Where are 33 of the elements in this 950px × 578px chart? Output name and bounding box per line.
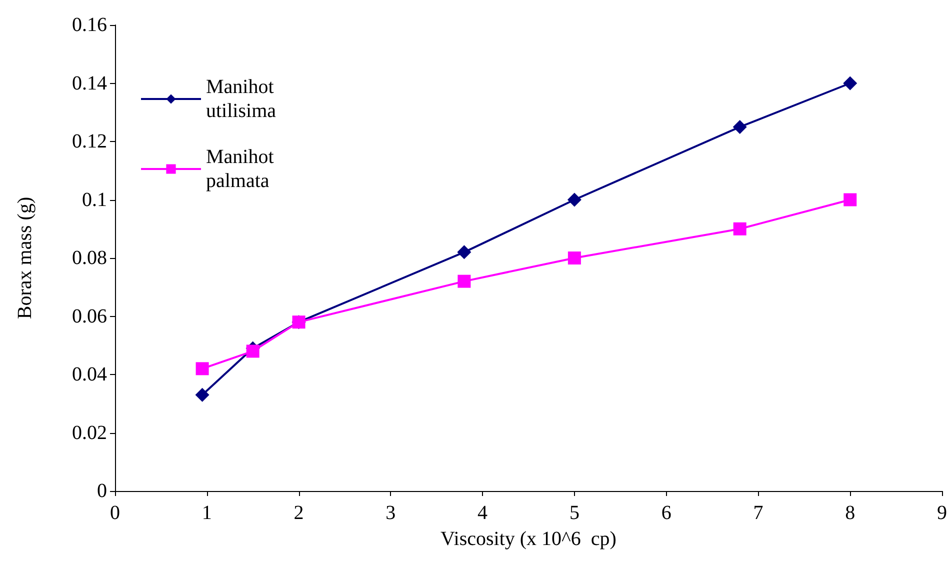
y-tick-label: 0.08: [72, 247, 107, 269]
x-tick-label: 7: [753, 502, 764, 524]
x-tick-label: 8: [845, 502, 856, 524]
legend-label: Manihot palmata: [206, 146, 279, 192]
x-tick-label: 3: [386, 502, 396, 524]
point: [733, 222, 746, 236]
x-axis-title: Viscosity (x 10^6 cp): [440, 528, 616, 550]
legend-label: Manihot utilisima: [206, 76, 279, 122]
point: [196, 362, 209, 376]
point: [457, 245, 472, 260]
y-tick-label: 0: [97, 480, 107, 502]
y-tick-label: 0.02: [72, 422, 107, 444]
y-axis-title: Borax mass (g): [14, 196, 36, 320]
point: [843, 76, 858, 90]
x-tick-label: 2: [294, 502, 304, 524]
point: [844, 193, 857, 206]
x-tick-label: 9: [937, 502, 947, 524]
point: [568, 252, 581, 264]
point: [732, 120, 747, 134]
x-tick-label: 6: [661, 502, 672, 524]
y-tick-label: 0.06: [72, 305, 107, 328]
x-tick-label: 1: [202, 502, 212, 524]
y-tick-label: 0.14: [72, 72, 107, 94]
point: [458, 274, 471, 288]
y-tick-label: 0.1: [82, 188, 107, 211]
x-tick-label: 4: [478, 502, 488, 524]
y-tick-label: 0.12: [72, 130, 107, 152]
y-tick-label: 0.04: [72, 364, 107, 386]
point: [246, 344, 260, 358]
y-tick-label: 0.16: [72, 14, 107, 36]
x-tick-label: 5: [569, 502, 580, 524]
point: [195, 388, 210, 402]
point: [567, 192, 582, 207]
